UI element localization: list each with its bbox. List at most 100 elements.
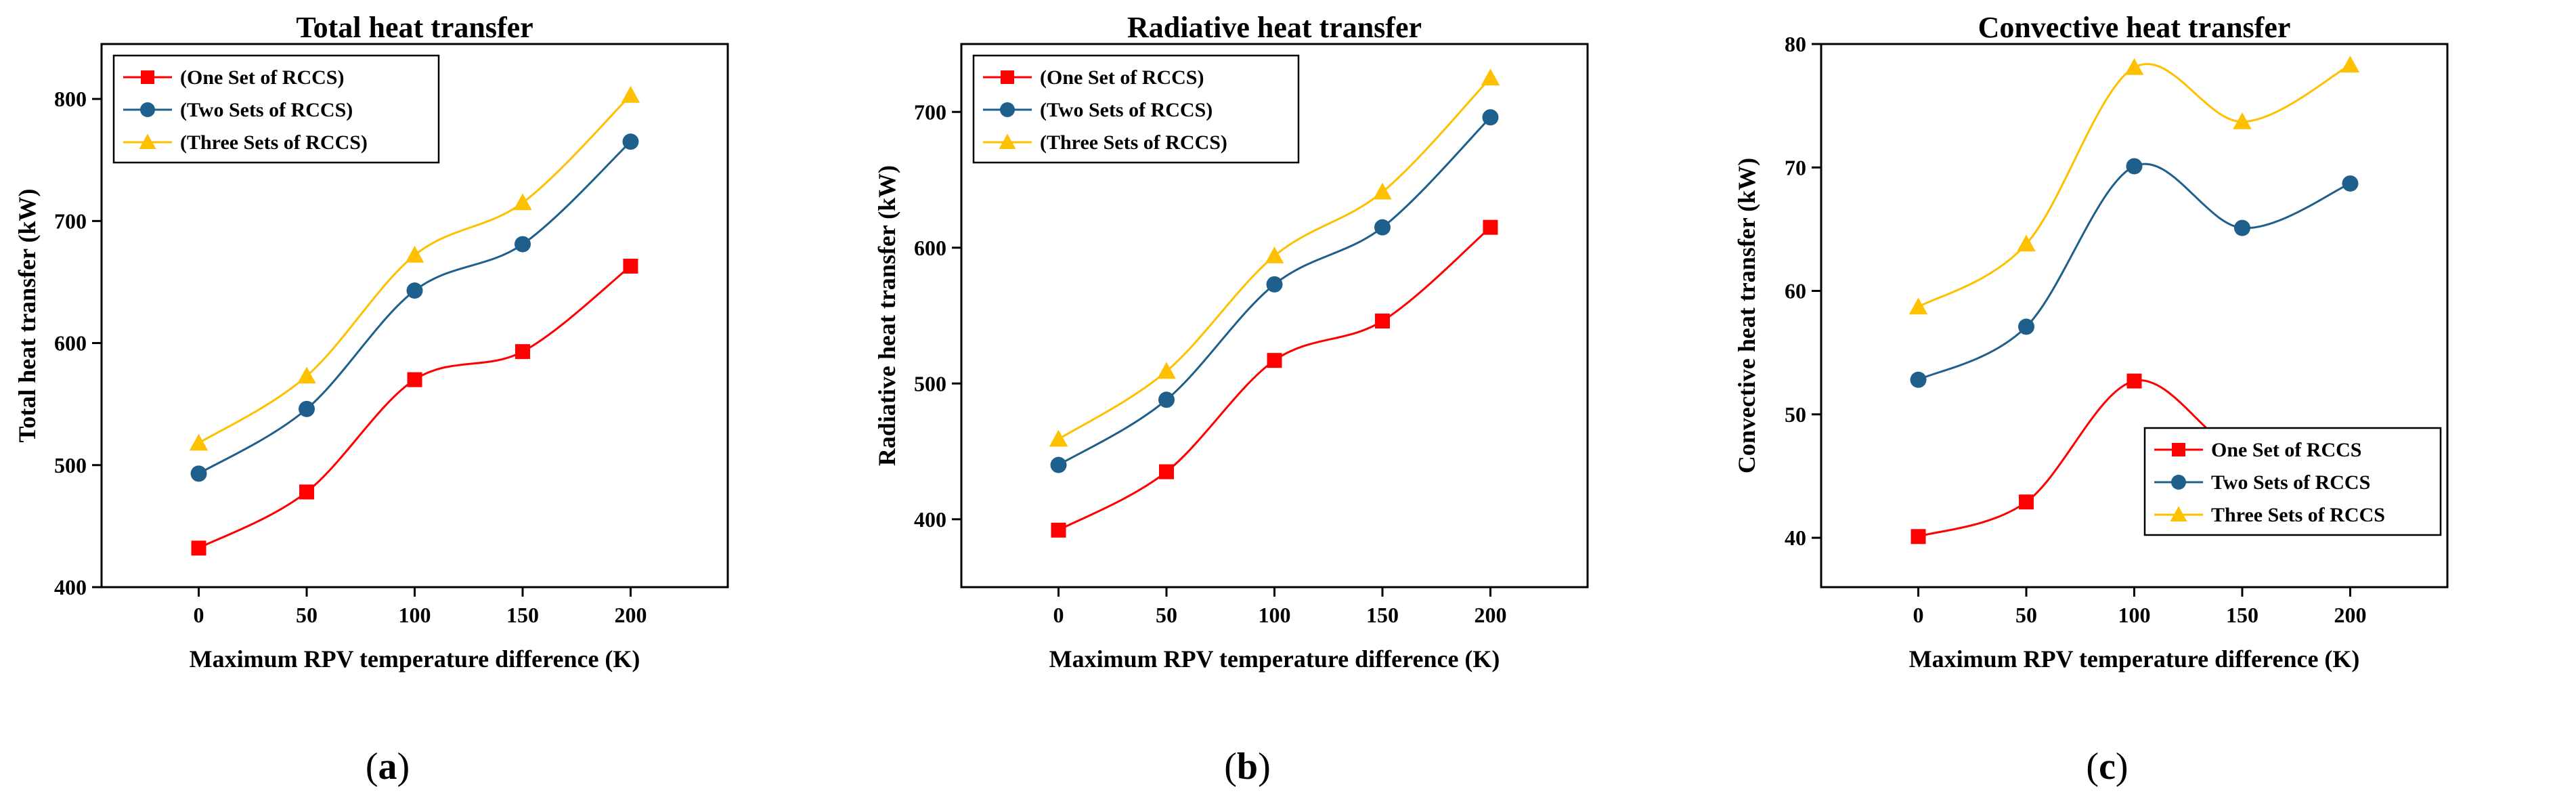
chart-title: Radiative heat transfer [1127, 11, 1422, 44]
x-axis-label: Maximum RPV temperature difference (K) [1909, 645, 2360, 672]
caption-open-paren: ( [2086, 746, 2099, 788]
y-tick-label: 800 [54, 87, 87, 111]
data-point-square [1051, 522, 1066, 538]
data-point-triangle [1481, 68, 1500, 86]
data-point-circle [622, 133, 639, 150]
y-tick-label: 500 [54, 453, 87, 477]
x-axis-label: Maximum RPV temperature difference (K) [1049, 645, 1500, 672]
data-point-triangle [405, 246, 424, 263]
legend: One Set of RCCS Two Sets of RCCS Three Set… [2143, 427, 2442, 536]
chart-panel-c: Convective heat transfer 0 50 100 150 200 40 50… [1733, 11, 2449, 788]
y-tick-label: 50 [1785, 402, 1806, 427]
legend: (One Set of RCCS) (Two Sets of RCCS) (Thre… [112, 54, 440, 164]
data-point-triangle [297, 366, 316, 384]
legend-entry: One Set of RCCS [2211, 439, 2362, 461]
y-axis-label: Total heat transfer (kW) [14, 189, 41, 443]
x-tick-label: 50 [1156, 603, 1177, 627]
data-point-square [1374, 314, 1390, 329]
chart-title: Total heat transfer [296, 11, 533, 44]
legend-swatch-marker [140, 102, 155, 117]
data-point-triangle [2124, 58, 2144, 75]
data-point-triangle [621, 85, 640, 103]
legend-entry: Three Sets of RCCS [2211, 504, 2385, 526]
data-point-triangle [1265, 247, 1284, 263]
legend: (One Set of RCCS) (Two Sets of RCCS) (Thre… [972, 54, 1300, 164]
data-point-triangle [1908, 297, 1928, 315]
panel-caption: (c) [2086, 746, 2128, 788]
caption-open-paren: ( [366, 746, 378, 788]
caption-close-paren: ) [2116, 746, 2129, 788]
series-line-2 [198, 141, 632, 475]
x-tick-label: 100 [399, 603, 431, 627]
x-tick-label: 200 [1474, 603, 1506, 627]
y-tick-label: 400 [54, 575, 87, 599]
legend-entry: (Three Sets of RCCS) [180, 131, 368, 154]
legend-entry: (One Set of RCCS) [180, 66, 344, 89]
data-point-square [1483, 219, 1498, 235]
data-point-triangle [513, 193, 532, 211]
caption-letter: a [378, 746, 397, 788]
data-point-circle [190, 465, 207, 482]
x-tick-label: 150 [2226, 603, 2258, 627]
caption-close-paren: ) [397, 746, 410, 788]
y-axis-label: Convective heat transfer (kW) [1733, 158, 1760, 473]
legend-entry: (Two Sets of RCCS) [1040, 99, 1213, 121]
x-tick-label: 0 [194, 603, 204, 627]
data-point-circle [2126, 158, 2143, 175]
y-tick-label: 600 [54, 331, 87, 356]
legend-swatch-marker [139, 133, 156, 149]
x-tick-label: 150 [1366, 603, 1399, 627]
panel-caption: (b) [1224, 746, 1270, 788]
data-point-square [515, 344, 530, 360]
data-point-square [2019, 494, 2034, 510]
caption-close-paren: ) [1258, 746, 1271, 788]
data-point-square [623, 259, 638, 274]
x-tick-label: 0 [1053, 603, 1064, 627]
legend-entry: (Two Sets of RCCS) [180, 99, 353, 121]
series-line-2 [1917, 163, 2351, 381]
legend-swatch-marker [2172, 443, 2185, 456]
data-point-circle [1910, 371, 1927, 388]
data-point-square [1911, 529, 1926, 544]
legend-swatch-marker [999, 133, 1016, 149]
data-point-circle [1050, 456, 1067, 473]
data-point-circle [2018, 318, 2035, 335]
data-point-circle [2342, 175, 2359, 192]
data-point-circle [514, 236, 531, 253]
data-point-triangle [189, 433, 209, 451]
data-point-triangle [2233, 112, 2252, 129]
data-point-triangle [2017, 234, 2036, 252]
x-tick-label: 200 [614, 603, 647, 627]
x-tick-label: 100 [1259, 603, 1291, 627]
y-tick-label: 700 [54, 209, 87, 233]
y-tick-label: 500 [914, 371, 946, 396]
chart-panel-b: Radiative heat transfer 0 50 100 150 200 400 50… [873, 11, 1589, 788]
data-point-circle [1266, 276, 1283, 293]
data-point-square [191, 540, 206, 556]
data-point-triangle [2340, 56, 2360, 72]
x-tick-label: 0 [1913, 603, 1924, 627]
y-tick-label: 600 [914, 236, 946, 260]
data-point-square [2126, 373, 2142, 389]
y-tick-label: 40 [1785, 526, 1806, 550]
chart-panel-a: Total heat transfer 0 50 100 150 200 400 500 600… [14, 11, 729, 788]
data-point-square [1267, 353, 1282, 368]
data-point-circle [2233, 219, 2250, 236]
caption-letter: b [1237, 746, 1258, 788]
data-point-circle [1482, 109, 1499, 126]
data-point-circle [1158, 391, 1175, 408]
legend-entry: (Three Sets of RCCS) [1040, 131, 1227, 154]
legend-swatch-marker [2171, 475, 2186, 490]
y-axis-label: Radiative heat transfer (kW) [873, 165, 900, 466]
data-point-circle [299, 400, 315, 417]
y-tick-label: 70 [1785, 155, 1806, 179]
y-tick-label: 400 [914, 507, 946, 532]
y-tick-label: 60 [1785, 279, 1806, 303]
legend-entry: Two Sets of RCCS [2211, 471, 2370, 494]
legend-swatch-marker [1001, 70, 1014, 84]
x-tick-label: 50 [296, 603, 318, 627]
chart-title: Convective heat transfer [1978, 11, 2291, 44]
legend-entry: (One Set of RCCS) [1040, 66, 1204, 89]
data-point-triangle [1157, 362, 1176, 379]
data-point-triangle [1373, 182, 1392, 200]
